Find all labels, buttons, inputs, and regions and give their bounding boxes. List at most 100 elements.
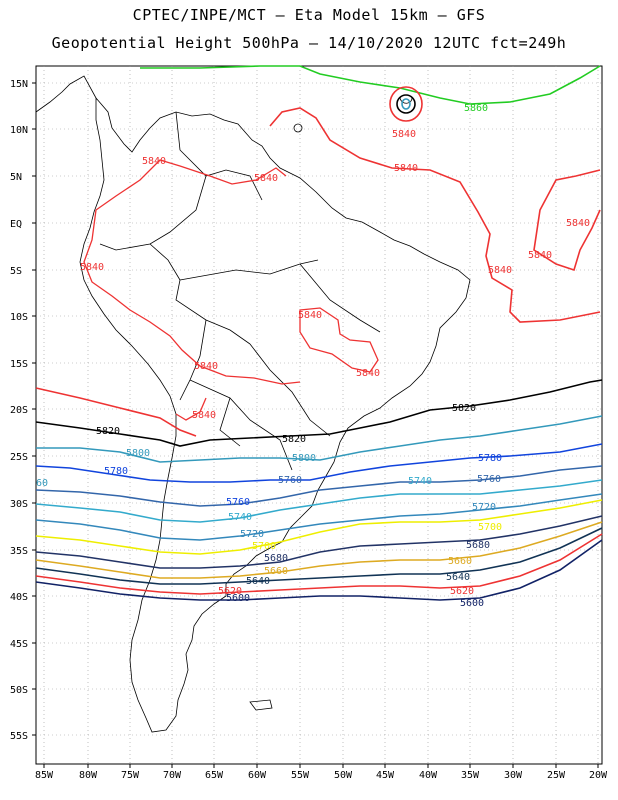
contour-5620: [35, 533, 603, 595]
lat-label: 20S: [10, 405, 28, 416]
contour-label: 5660: [264, 566, 288, 577]
contour-5760: [35, 465, 603, 507]
contour-label: 5760: [226, 497, 250, 508]
lon-label: 45W: [376, 770, 395, 781]
contour-label: 5840: [392, 129, 416, 140]
lon-label: 35W: [461, 770, 480, 781]
contour-label: 60: [36, 478, 48, 489]
lat-label: 50S: [10, 685, 28, 696]
lat-label: 35S: [10, 546, 28, 557]
contour-label: 5640: [246, 576, 270, 587]
contour-label: 5840: [254, 173, 278, 184]
lon-label: 20W: [589, 770, 608, 781]
contour-5780: [35, 443, 603, 483]
contour-label: 5660: [448, 556, 472, 567]
contour-label: 5720: [240, 529, 264, 540]
contour-label: 5840: [142, 156, 166, 167]
longitude-labels: 85W 80W 75W 70W 65W 60W 55W 50W 45W 40W 35W 30W 25W 2…: [35, 770, 608, 781]
contour-label: 5780: [478, 453, 502, 464]
contour-closed-5840: [389, 86, 423, 122]
contour-5800: [36, 415, 603, 463]
contour-label: 5680: [264, 553, 288, 564]
lat-label: 5N: [10, 172, 22, 183]
contour-label: 5620: [218, 586, 242, 597]
contour-label: 5740: [408, 476, 432, 487]
lat-label: 45S: [10, 639, 28, 650]
contour-label: 5840: [566, 218, 590, 229]
south-america-coastline: [79, 96, 471, 733]
axis-ticks: [32, 82, 599, 768]
contour-label: 5820: [452, 403, 476, 414]
contour-5700: [35, 499, 603, 555]
lon-label: 50W: [334, 770, 353, 781]
contour-label: 5840: [356, 368, 380, 379]
lon-label: 40W: [419, 770, 438, 781]
contour-5840-inland: [83, 159, 379, 421]
lon-label: 65W: [205, 770, 224, 781]
lon-label: 70W: [163, 770, 182, 781]
contour-label: 5780: [104, 466, 128, 477]
contour-label: 5800: [126, 448, 150, 459]
country-borders: [99, 111, 381, 471]
lon-label: 55W: [291, 770, 310, 781]
contour-label: 5840: [394, 163, 418, 174]
contour-label: 5640: [446, 572, 470, 583]
lat-label: 25S: [10, 452, 28, 463]
contour-label: 5700: [478, 522, 502, 533]
contour-label: 5720: [472, 502, 496, 513]
contour-label: 5680: [466, 540, 490, 551]
lat-label: 15N: [10, 79, 28, 90]
contour-5820: [35, 379, 603, 447]
lat-label: 5S: [10, 266, 22, 277]
lon-label: 25W: [547, 770, 566, 781]
map-title-line-2: Geopotential Height 500hPa – 14/10/2020 …: [51, 34, 567, 52]
lon-label: 60W: [248, 770, 267, 781]
map-title-line-1: CPTEC/INPE/MCT – Eta Model 15km – GFS: [132, 6, 486, 24]
contour-label: 5840: [528, 250, 552, 261]
lon-label: 75W: [121, 770, 140, 781]
contour-closed-5880: [401, 98, 411, 110]
contour-lines: [35, 65, 603, 601]
contour-label: 5860: [464, 103, 488, 114]
contour-5740: [35, 479, 603, 523]
map-frame: [35, 65, 603, 765]
lat-label: 30S: [10, 499, 28, 510]
latitude-labels: 15N 10N 5N EQ 5S 10S 15S 20S 25S 30S 35S 40S 45S 50S 5…: [10, 79, 28, 742]
contour-value-labels: 5860 5840 5840 5840 5840 5840 5840 5840 5840 5840…: [36, 103, 590, 609]
lat-label: 10S: [10, 312, 28, 323]
lat-label: 10N: [10, 125, 28, 136]
contour-label: 5700: [252, 541, 276, 552]
contour-label: 5600: [226, 593, 250, 604]
contour-label: 5760: [278, 475, 302, 486]
dotted-graticule: [36, 66, 602, 764]
contour-5600: [35, 539, 603, 601]
lat-label: 55S: [10, 731, 28, 742]
lon-label: 80W: [79, 770, 98, 781]
lat-label: 15S: [10, 359, 28, 370]
contour-5840-north: [269, 107, 601, 323]
contour-label: 5600: [460, 598, 484, 609]
contour-label: 5840: [80, 262, 104, 273]
contour-5680: [35, 515, 603, 569]
contour-label: 5840: [298, 310, 322, 321]
lat-label: EQ: [10, 219, 22, 230]
lon-label: 30W: [504, 770, 523, 781]
contour-label: 5840: [488, 265, 512, 276]
lon-label: 85W: [35, 770, 54, 781]
central-america-coastline: [35, 75, 97, 113]
contour-5840-west: [35, 387, 197, 437]
contour-label: 5760: [477, 474, 501, 485]
contour-label: 5820: [96, 426, 120, 437]
contour-label: 5840: [194, 361, 218, 372]
contour-closed-5860: [396, 94, 416, 114]
contour-label: 5820: [282, 434, 306, 445]
contour-5640: [35, 527, 603, 585]
contour-label: 5840: [192, 410, 216, 421]
contour-label: 5800: [292, 453, 316, 464]
contour-5720: [35, 493, 603, 541]
contour-label: 5620: [450, 586, 474, 597]
contour-5660: [35, 521, 603, 579]
lat-label: 40S: [10, 592, 28, 603]
contour-label: 5740: [228, 512, 252, 523]
